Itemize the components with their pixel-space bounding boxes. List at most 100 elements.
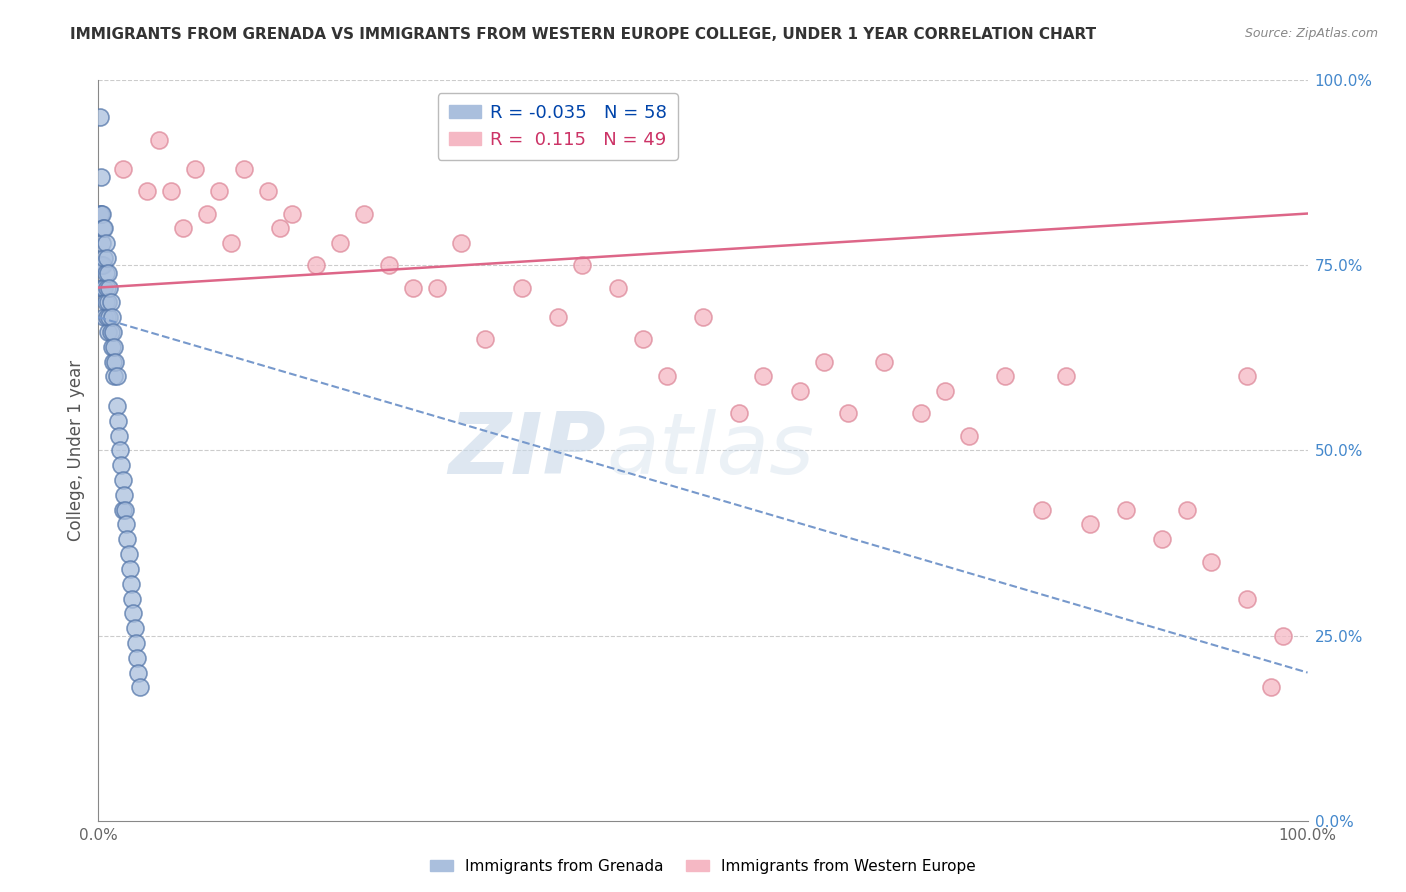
Point: [98, 280, 121, 294]
Point: [107, 414, 129, 428]
Point: [1175, 502, 1198, 516]
Point: [184, 162, 207, 177]
Point: [91, 259, 114, 273]
Point: [305, 259, 328, 273]
Point: [120, 576, 142, 591]
Point: [91, 280, 114, 294]
Point: [1260, 681, 1282, 695]
Point: [655, 369, 678, 384]
Point: [837, 407, 859, 421]
Point: [631, 332, 654, 346]
Point: [100, 310, 122, 325]
Point: [111, 502, 134, 516]
Point: [96, 280, 118, 294]
Point: [90, 259, 112, 273]
Point: [1236, 591, 1258, 606]
Point: [97, 295, 120, 310]
Point: [377, 259, 399, 273]
Point: [208, 184, 231, 198]
Point: [547, 310, 569, 325]
Y-axis label: College, Under 1 year: College, Under 1 year: [66, 359, 84, 541]
Point: [813, 354, 835, 368]
Point: [118, 562, 141, 576]
Point: [104, 354, 127, 368]
Point: [117, 533, 139, 547]
Point: [160, 184, 183, 198]
Point: [91, 236, 114, 251]
Point: [111, 473, 134, 487]
Point: [474, 332, 496, 346]
Point: [103, 369, 125, 384]
Point: [90, 169, 112, 184]
Point: [1115, 502, 1137, 516]
Point: [91, 259, 114, 273]
Point: [232, 162, 254, 177]
Point: [111, 162, 134, 177]
Point: [450, 236, 472, 251]
Point: [103, 340, 125, 354]
Point: [281, 206, 304, 220]
Point: [1054, 369, 1077, 384]
Point: [172, 221, 194, 235]
Point: [195, 206, 218, 220]
Point: [789, 384, 811, 399]
Point: [110, 458, 132, 473]
Point: [112, 488, 135, 502]
Point: [100, 340, 122, 354]
Point: [100, 295, 122, 310]
Point: [752, 369, 775, 384]
Point: [728, 407, 751, 421]
Text: ZIP: ZIP: [449, 409, 606, 492]
Point: [108, 428, 131, 442]
Point: [89, 206, 111, 220]
Point: [256, 184, 278, 198]
Point: [93, 221, 115, 235]
Point: [1272, 628, 1295, 642]
Point: [128, 681, 150, 695]
Point: [402, 280, 425, 294]
Point: [1236, 369, 1258, 384]
Point: [94, 295, 117, 310]
Point: [114, 502, 136, 516]
Point: [607, 280, 630, 294]
Point: [118, 547, 141, 561]
Point: [89, 111, 111, 125]
Point: [124, 621, 146, 635]
Point: [1152, 533, 1174, 547]
Point: [957, 428, 980, 442]
Point: [1078, 517, 1101, 532]
Point: [105, 399, 128, 413]
Point: [910, 407, 932, 421]
Point: [96, 310, 118, 325]
Point: [93, 310, 115, 325]
Point: [148, 132, 170, 146]
Point: [353, 206, 375, 220]
Point: [94, 266, 117, 280]
Point: [121, 591, 143, 606]
Point: [91, 280, 114, 294]
Point: [91, 206, 114, 220]
Point: [96, 251, 118, 265]
Text: atlas: atlas: [606, 409, 814, 492]
Point: [90, 206, 112, 220]
Point: [571, 259, 593, 273]
Point: [108, 443, 131, 458]
Point: [1031, 502, 1053, 516]
Point: [426, 280, 449, 294]
Point: [93, 251, 115, 265]
Legend: R = -0.035   N = 58, R =  0.115   N = 49: R = -0.035 N = 58, R = 0.115 N = 49: [437, 93, 678, 160]
Point: [100, 325, 122, 339]
Point: [125, 636, 148, 650]
Point: [122, 607, 145, 621]
Point: [135, 184, 157, 198]
Point: [127, 650, 149, 665]
Point: [97, 266, 120, 280]
Text: Source: ZipAtlas.com: Source: ZipAtlas.com: [1244, 27, 1378, 40]
Point: [269, 221, 291, 235]
Legend: Immigrants from Grenada, Immigrants from Western Europe: Immigrants from Grenada, Immigrants from…: [423, 853, 983, 880]
Text: IMMIGRANTS FROM GRENADA VS IMMIGRANTS FROM WESTERN EUROPE COLLEGE, UNDER 1 YEAR : IMMIGRANTS FROM GRENADA VS IMMIGRANTS FR…: [70, 27, 1097, 42]
Point: [91, 221, 114, 235]
Point: [873, 354, 896, 368]
Point: [994, 369, 1017, 384]
Point: [127, 665, 149, 680]
